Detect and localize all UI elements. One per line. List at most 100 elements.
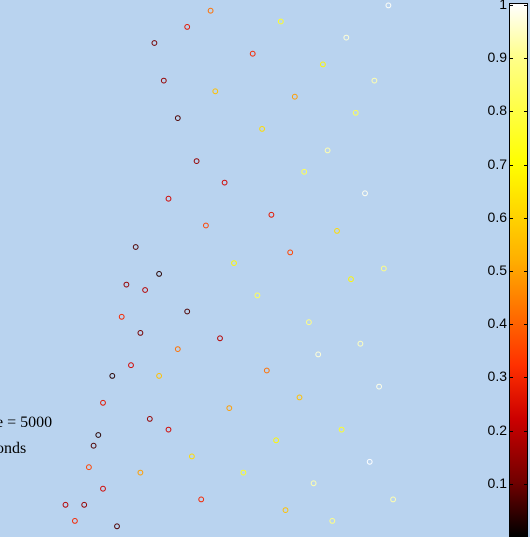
colorbar-tick-label: 0.1 [487, 474, 507, 491]
colorbar-tick-mark [524, 483, 528, 485]
scatter-point [114, 523, 120, 530]
scatter-point [249, 50, 256, 57]
colorbar-tick-mark [524, 164, 528, 166]
scatter-point [62, 501, 69, 508]
scatter-point [380, 265, 387, 272]
scatter-point [184, 24, 191, 30]
scatter-point [151, 40, 158, 46]
colorbar-tick-mark [509, 324, 513, 326]
scatter-point [221, 179, 228, 186]
scatter-point [362, 190, 368, 197]
scatter-point [132, 244, 139, 250]
scatter-point [203, 222, 209, 229]
scatter-point [174, 115, 181, 121]
scatter-point [184, 308, 191, 315]
colorbar-tick-mark [524, 111, 528, 113]
colorbar-tick-mark [524, 5, 528, 6]
colorbar-tick-mark [524, 271, 528, 272]
scatter-point [366, 458, 373, 465]
scatter-point [165, 426, 172, 433]
scatter-point [137, 469, 144, 476]
scatter-point [123, 281, 130, 288]
scatter-point [240, 469, 247, 476]
colorbar-tick-mark [524, 377, 528, 379]
scatter-point [310, 480, 317, 487]
scatter-point [277, 18, 284, 25]
scatter-point [118, 313, 125, 320]
scatter-point [86, 464, 92, 471]
colorbar-tick-label: 0.9 [487, 49, 507, 66]
colorbar-tick-label: 0.2 [487, 421, 507, 438]
scatter-point [254, 292, 261, 299]
scatter-point [109, 373, 116, 379]
colorbar-tick-label: 0.4 [487, 315, 507, 332]
colorbar-gradient [509, 3, 528, 537]
scatter-point [212, 88, 219, 95]
colorbar-tick-mark [524, 324, 528, 326]
colorbar-tick-mark [524, 58, 528, 60]
colorbar-tick-label: 0.6 [487, 208, 507, 225]
colorbar-tick-mark [509, 483, 513, 485]
scatter-point [357, 340, 364, 347]
colorbar-tick-mark [509, 430, 513, 432]
colorbar: 0.1 0.2 0.3 0.4 0.5 0.6 0.7 0.8 0.9 1 [468, 0, 530, 537]
scatter-point [320, 61, 326, 68]
scatter-point [226, 405, 233, 412]
scatter-point [343, 34, 350, 41]
scatter-svg [62, 2, 397, 530]
scatter-point [160, 77, 167, 84]
scatter-point [385, 2, 392, 9]
colorbar-tick-mark [509, 377, 513, 379]
colorbar-tick-label: 0.7 [487, 155, 507, 172]
scatter-point [90, 442, 97, 449]
scatter-point [95, 432, 102, 438]
scatter-point [146, 416, 153, 422]
scatter-point [371, 77, 378, 84]
scatter-point [282, 507, 289, 514]
scatter-point [156, 271, 163, 277]
scatter-point [376, 383, 383, 390]
scatter-point [338, 426, 345, 433]
scatter-point [165, 195, 172, 202]
scatter-point [296, 394, 303, 401]
scatter-point [334, 228, 340, 234]
scatter-point [174, 346, 181, 353]
scatter-plot-area: e = 5000 onds [0, 0, 468, 537]
scatter-point [142, 287, 149, 293]
scatter-point [137, 330, 144, 336]
scatter-point [72, 518, 78, 524]
scatter-point [324, 147, 331, 154]
colorbar-tick-label: 1 [499, 0, 507, 12]
scatter-point [390, 496, 397, 503]
colorbar-tick-mark [524, 217, 528, 219]
scatter-point [348, 276, 354, 283]
scatter-point [287, 249, 294, 256]
scatter-point [128, 362, 134, 369]
scatter-point [156, 373, 163, 379]
scatter-point [273, 437, 280, 444]
scatter-point [329, 518, 336, 524]
scatter-point [207, 7, 214, 14]
colorbar-tick-mark [524, 430, 528, 432]
scatter-point [263, 367, 270, 374]
scatter-point [315, 351, 322, 358]
scatter-point [81, 501, 88, 508]
plot-background [0, 0, 468, 537]
scatter-point [189, 453, 195, 460]
colorbar-tick-mark [509, 217, 513, 219]
scatter-point [100, 485, 106, 492]
scatter-point [352, 109, 359, 116]
scatter-point [301, 168, 308, 175]
colorbar-tick-mark [509, 271, 513, 272]
scatter-point [268, 211, 275, 218]
scatter-point [306, 319, 312, 326]
scatter-point [193, 158, 200, 165]
colorbar-tick-label: 0.3 [487, 368, 507, 385]
scatter-point [291, 93, 298, 100]
colorbar-tick-mark [509, 5, 513, 6]
scatter-point [259, 125, 266, 132]
colorbar-tick-mark [509, 111, 513, 113]
scatter-point [217, 335, 223, 342]
scatter-point [198, 496, 205, 503]
